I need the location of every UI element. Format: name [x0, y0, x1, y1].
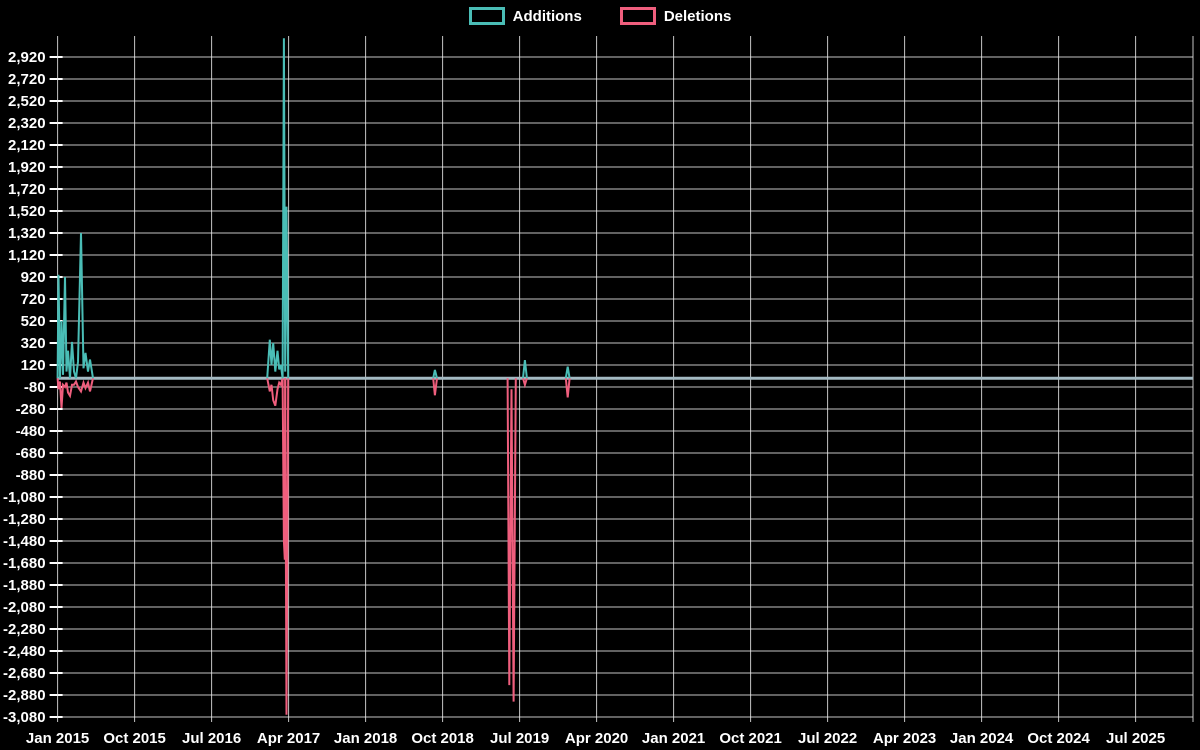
y-tick-label: -1,680 [3, 555, 46, 572]
y-tick-label: -480 [16, 423, 46, 440]
x-tick-label: Oct 2024 [1027, 730, 1090, 747]
series-deletions [284, 378, 290, 715]
y-tick-label: 2,720 [8, 71, 46, 88]
series-additions [564, 366, 571, 379]
deletions-swatch-icon [619, 7, 656, 25]
y-tick-label: 2,320 [8, 115, 46, 132]
x-tick-label: Jul 2016 [182, 730, 241, 747]
series-deletions [56, 377, 94, 408]
x-tick-label: Jan 2018 [334, 730, 397, 747]
series-deletions [522, 377, 528, 389]
y-tick-label: 2,920 [8, 49, 46, 66]
legend-label-deletions: Deletions [663, 7, 732, 25]
x-tick-label: Apr 2023 [873, 730, 936, 747]
y-tick-label: 1,920 [8, 159, 46, 176]
x-tick-label: Jan 2021 [642, 730, 705, 747]
x-tick-label: Oct 2015 [103, 730, 166, 747]
x-tick-label: Jan 2024 [950, 730, 1014, 747]
y-tick-label: -3,080 [3, 709, 46, 726]
legend-label-additions: Additions [512, 7, 582, 25]
series-additions [59, 276, 71, 379]
series-additions [75, 232, 94, 379]
y-tick-label: -880 [16, 467, 46, 484]
series-deletions [506, 378, 517, 702]
x-tick-label: Jan 2015 [26, 730, 89, 747]
y-tick-label: -2,080 [3, 599, 46, 616]
series-additions [281, 38, 290, 379]
series-additions [69, 341, 77, 379]
x-tick-label: Apr 2020 [565, 730, 628, 747]
y-tick-label: 1,320 [8, 225, 46, 242]
series-deletions [564, 378, 571, 398]
x-tick-label: Jul 2025 [1106, 730, 1165, 747]
y-tick-label: -2,680 [3, 665, 46, 682]
y-tick-label: -1,880 [3, 577, 46, 594]
x-tick-label: Oct 2018 [411, 730, 474, 747]
additions-swatch-icon [468, 7, 505, 25]
y-tick-label: -2,480 [3, 643, 46, 660]
y-tick-label: -1,480 [3, 533, 46, 550]
series-additions [432, 369, 438, 379]
y-tick-label: 120 [21, 357, 46, 374]
x-tick-label: Apr 2017 [257, 730, 320, 747]
y-tick-label: 320 [21, 335, 46, 352]
y-tick-label: -280 [16, 401, 46, 418]
y-tick-label: -80 [24, 379, 46, 396]
y-tick-label: 1,720 [8, 181, 46, 198]
series-additions [266, 339, 284, 379]
series-deletions [266, 377, 284, 407]
legend-item-deletions[interactable]: Deletions [619, 7, 732, 25]
y-tick-label: -680 [16, 445, 46, 462]
series-additions [522, 359, 528, 379]
y-tick-label: 920 [21, 269, 46, 286]
legend-item-additions[interactable]: Additions [468, 7, 582, 25]
chart-legend: Additions Deletions [0, 7, 1200, 25]
y-tick-label: 720 [21, 291, 46, 308]
y-tick-label: -1,280 [3, 511, 46, 528]
x-tick-label: Oct 2021 [719, 730, 782, 747]
y-tick-label: -1,080 [3, 489, 46, 506]
y-tick-label: 1,520 [8, 203, 46, 220]
series-additions [56, 274, 61, 379]
y-tick-label: -2,280 [3, 621, 46, 638]
y-tick-label: 1,120 [8, 247, 46, 264]
series-deletions [432, 378, 438, 396]
y-tick-label: 2,520 [8, 93, 46, 110]
y-tick-label: 520 [21, 313, 46, 330]
x-tick-label: Jul 2019 [490, 730, 549, 747]
y-tick-label: 2,120 [8, 137, 46, 154]
y-tick-label: -2,880 [3, 687, 46, 704]
x-tick-label: Jul 2022 [798, 730, 857, 747]
